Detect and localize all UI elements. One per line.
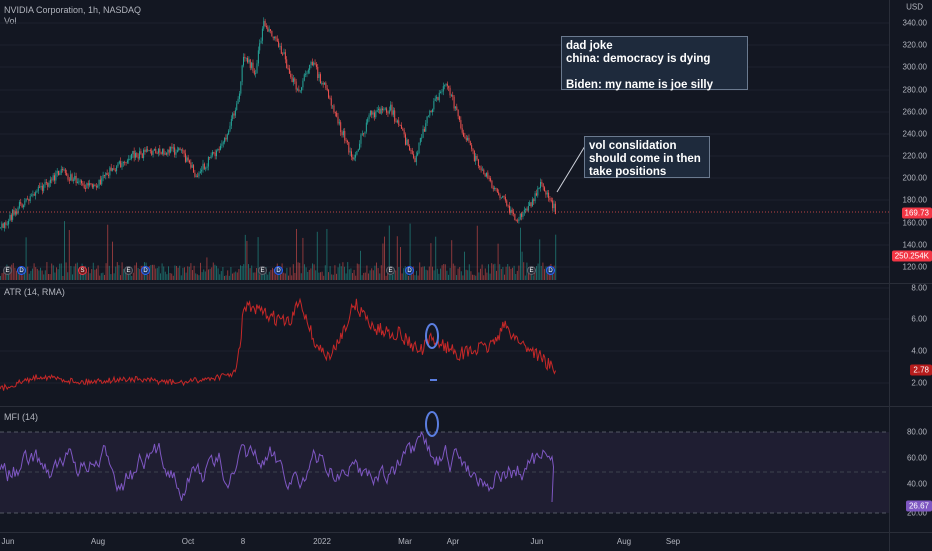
note-vol[interactable]: vol conslidation should come in then tak… — [584, 136, 710, 178]
atr-tick: 2.00 — [911, 378, 927, 388]
event-marker-e[interactable]: E — [386, 266, 395, 275]
mfi-circle-annotation[interactable] — [425, 411, 439, 437]
time-tick: Mar — [398, 537, 412, 546]
price-axis[interactable]: USD 340.00 320.00 300.00 280.00 260.00 240.00… — [889, 0, 932, 283]
mfi-tick: 20.00 — [906, 508, 927, 518]
price-candles — [0, 17, 556, 232]
price-tick: 140.00 — [902, 240, 927, 250]
note-joke-line — [566, 66, 743, 79]
note-joke-line: china: democracy is dying — [566, 53, 711, 65]
mfi-tick: 40.00 — [906, 479, 927, 489]
price-tick: 120.00 — [902, 262, 927, 272]
event-marker-e[interactable]: E — [3, 266, 12, 275]
atr-grid — [0, 287, 889, 384]
price-tick: 200.00 — [902, 173, 927, 183]
note-vol-line: vol conslidation — [589, 140, 677, 152]
time-tick: Jun — [530, 537, 544, 546]
note-vol-line: should come in then — [589, 153, 701, 165]
price-tick: 240.00 — [902, 129, 927, 139]
currency-label: USD — [906, 2, 923, 12]
mfi-pane[interactable] — [0, 407, 889, 532]
time-tick: Aug — [616, 537, 632, 546]
atr-axis[interactable]: 8.00 6.00 4.00 2.00 2.78 — [889, 284, 932, 406]
event-marker-s[interactable]: S — [78, 266, 87, 275]
event-marker-e[interactable]: E — [258, 266, 267, 275]
event-marker-e[interactable]: E — [124, 266, 133, 275]
price-tick: 320.00 — [902, 40, 927, 50]
atr-tick: 6.00 — [911, 314, 927, 324]
event-marker-d[interactable]: D — [405, 266, 414, 275]
mfi-band — [0, 432, 889, 513]
mfi-tick: 60.00 — [906, 453, 927, 463]
mfi-label: MFI (14) — [4, 412, 39, 422]
time-tick: Jun — [1, 537, 15, 546]
volume-label: Vol — [4, 16, 17, 26]
atr-tick: 4.00 — [911, 346, 927, 356]
time-tick: 8 — [240, 537, 246, 546]
atr-tick: 8.00 — [911, 283, 927, 293]
mfi-badge: 26.67 — [905, 500, 932, 512]
time-tick: 2022 — [313, 537, 331, 546]
price-tick: 220.00 — [902, 151, 927, 161]
atr-pane[interactable] — [0, 284, 889, 406]
event-marker-e[interactable]: E — [527, 266, 536, 275]
price-tick: 160.00 — [902, 218, 927, 228]
event-marker-d[interactable]: D — [17, 266, 26, 275]
price-tick: 260.00 — [902, 107, 927, 117]
note-joke-line: Biden: my name is joe silly — [566, 79, 713, 91]
last-price-badge: 169.73 — [901, 207, 932, 219]
price-tick: 300.00 — [902, 62, 927, 72]
mfi-tick: 80.00 — [906, 427, 927, 437]
note-joke[interactable]: dad joke china: democracy is dying Biden… — [561, 36, 748, 91]
time-axis[interactable]: Jun Aug Oct 8 2022 Mar Apr Jun Aug Sep — [0, 532, 889, 551]
time-tick: Sep — [665, 537, 681, 546]
axis-corner — [889, 532, 932, 551]
atr-badge: 2.78 — [910, 364, 932, 376]
price-pane[interactable]: dad joke china: democracy is dying Biden… — [0, 0, 889, 283]
event-marker-d[interactable]: D — [274, 266, 283, 275]
mfi-axis[interactable]: 80.00 60.00 40.00 20.00 26.67 — [889, 407, 932, 532]
price-tick: 180.00 — [902, 195, 927, 205]
time-tick: Oct — [181, 537, 195, 546]
price-tick: 280.00 — [902, 85, 927, 95]
chart-title: NVIDIA Corporation, 1h, NASDAQ — [4, 5, 142, 15]
atr-circle-annotation[interactable] — [425, 323, 439, 349]
price-chart[interactable] — [0, 0, 889, 283]
price-tick: 340.00 — [902, 18, 927, 28]
note-pointer — [556, 145, 586, 193]
time-tick: Aug — [90, 537, 106, 546]
event-marker-d[interactable]: D — [546, 266, 555, 275]
note-vol-line: take positions — [589, 166, 667, 178]
atr-line — [0, 297, 557, 391]
mfi-chart[interactable] — [0, 407, 889, 532]
atr-chart[interactable] — [0, 284, 889, 406]
price-grid — [0, 22, 889, 268]
mfi-line — [0, 431, 555, 503]
last-volume-badge: 250.254K — [891, 250, 932, 262]
event-marker-d[interactable]: D — [141, 266, 150, 275]
atr-label: ATR (14, RMA) — [4, 287, 65, 297]
note-joke-line: dad joke — [566, 40, 613, 52]
time-tick: Apr — [446, 537, 460, 546]
